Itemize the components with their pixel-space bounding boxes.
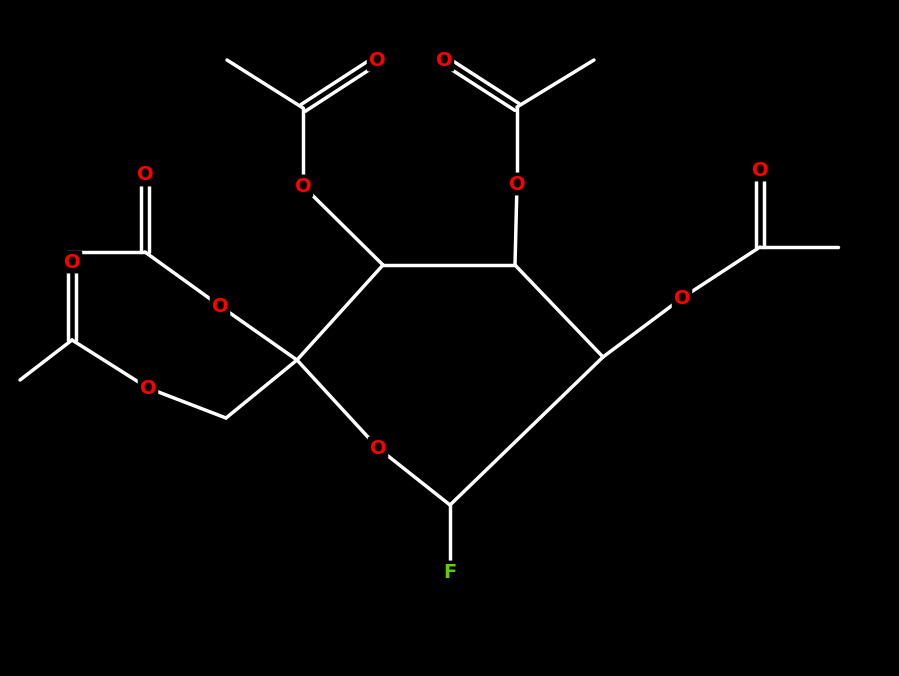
Text: O: O bbox=[509, 174, 525, 193]
Text: O: O bbox=[673, 289, 690, 308]
Text: O: O bbox=[436, 51, 452, 70]
Text: O: O bbox=[295, 176, 311, 195]
Text: O: O bbox=[137, 166, 154, 185]
Text: O: O bbox=[64, 253, 80, 272]
Text: O: O bbox=[752, 160, 769, 180]
Text: O: O bbox=[211, 297, 228, 316]
Text: O: O bbox=[369, 439, 387, 458]
Text: O: O bbox=[369, 51, 386, 70]
Text: O: O bbox=[139, 379, 156, 397]
Text: F: F bbox=[443, 562, 457, 581]
